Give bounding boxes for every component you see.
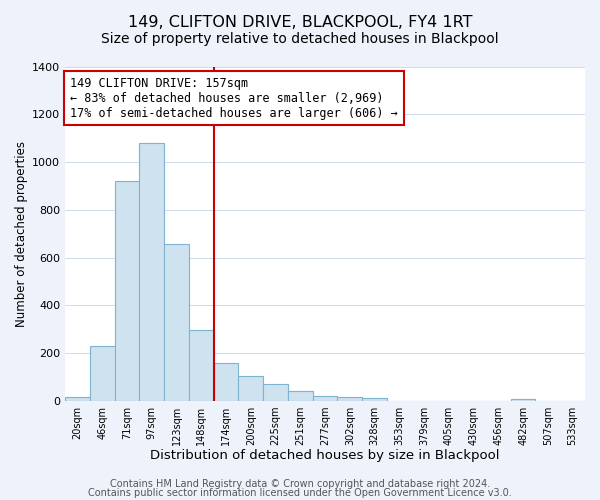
Bar [214,362,238,401]
Bar [362,398,387,401]
Bar [90,346,115,401]
Text: Size of property relative to detached houses in Blackpool: Size of property relative to detached ho… [101,32,499,46]
Text: 149, CLIFTON DRIVE, BLACKPOOL, FY4 1RT: 149, CLIFTON DRIVE, BLACKPOOL, FY4 1RT [128,15,472,30]
Bar [238,376,263,401]
Y-axis label: Number of detached properties: Number of detached properties [15,140,28,326]
Text: Contains public sector information licensed under the Open Government Licence v3: Contains public sector information licen… [88,488,512,498]
Bar [115,181,139,401]
Text: Contains HM Land Registry data © Crown copyright and database right 2024.: Contains HM Land Registry data © Crown c… [110,479,490,489]
Bar [164,244,189,401]
Text: 149 CLIFTON DRIVE: 157sqm
← 83% of detached houses are smaller (2,969)
17% of se: 149 CLIFTON DRIVE: 157sqm ← 83% of detac… [70,76,398,120]
Bar [139,143,164,401]
Bar [337,398,362,401]
X-axis label: Distribution of detached houses by size in Blackpool: Distribution of detached houses by size … [151,450,500,462]
Bar [189,330,214,401]
Bar [313,396,337,401]
Bar [511,398,535,401]
Bar [263,384,288,401]
Bar [288,392,313,401]
Bar [65,398,90,401]
